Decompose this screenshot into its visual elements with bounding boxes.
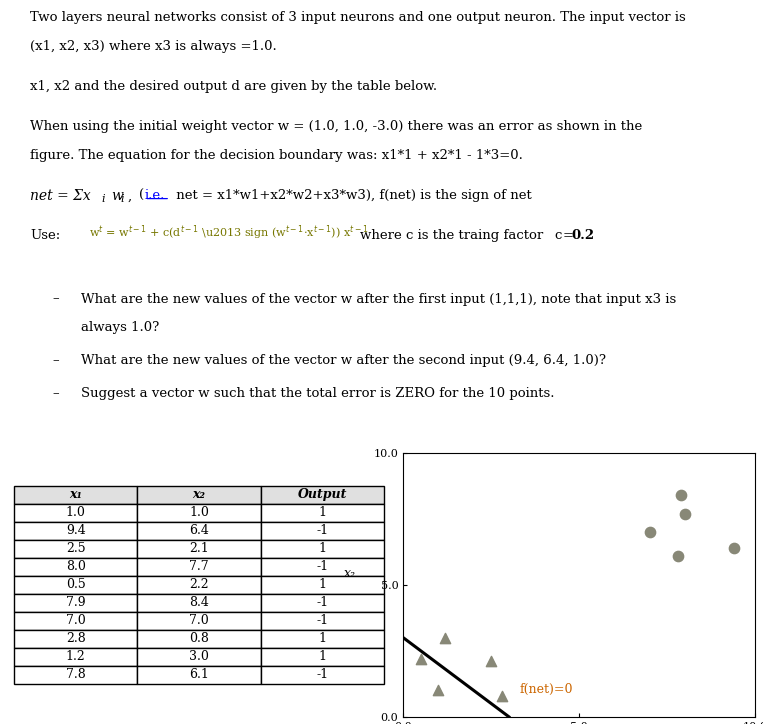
Point [671,550,684,562]
Text: x1, x2 and the desired output d are given by the table below.: x1, x2 and the desired output d are give… [31,80,437,93]
Text: c: c [554,230,562,243]
Text: Use:: Use: [31,230,60,243]
Text: When using the initial weight vector w = (1.0, 1.0, -3.0) there was an error as : When using the initial weight vector w =… [31,120,642,133]
Text: i.e.: i.e. [144,189,165,202]
Text: (: ( [139,189,143,202]
Point [679,508,691,520]
Text: net = x1*w1+x2*w2+x3*w3), f(net) is the sign of net: net = x1*w1+x2*w2+x3*w3), f(net) is the … [172,189,531,202]
Y-axis label: x₂: x₂ [344,567,356,580]
Text: What are the new values of the vector w after the second input (9.4, 6.4, 1.0)?: What are the new values of the vector w … [82,354,607,367]
Text: –: – [52,354,59,367]
Text: net = Σx: net = Σx [31,189,91,203]
Text: ,: , [127,189,132,202]
Point [496,690,508,702]
Point [728,542,740,554]
Text: i: i [121,193,124,203]
Point [439,632,452,644]
Point [485,656,497,668]
Text: –: – [52,292,59,306]
Text: –: – [52,387,59,400]
Point [433,685,445,696]
Text: 0.2: 0.2 [571,230,594,243]
Text: i: i [101,193,105,203]
Point [644,526,656,538]
Text: Suggest a vector w such that the total error is ZERO for the 10 points.: Suggest a vector w such that the total e… [82,387,555,400]
Text: (x1, x2, x3) where x3 is always =1.0.: (x1, x2, x3) where x3 is always =1.0. [31,40,277,53]
Text: Two layers neural networks consist of 3 input neurons and one output neuron. The: Two layers neural networks consist of 3 … [31,12,686,25]
Text: always 1.0?: always 1.0? [82,321,159,334]
Text: w$^t$ = w$^{t-1}$ + c(d$^{t-1}$ \u2013 sign (w$^{t-1}$$\cdot$x$^{t-1}$)) x$^{t-1: w$^t$ = w$^{t-1}$ + c(d$^{t-1}$ \u2013 s… [89,223,369,242]
Text: w: w [111,189,123,203]
Text: What are the new values of the vector w after the first input (1,1,1), note that: What are the new values of the vector w … [82,292,677,306]
Text: figure. The equation for the decision boundary was: x1*1 + x2*1 - 1*3=0.: figure. The equation for the decision bo… [31,149,523,162]
Text: where c is the traing factor: where c is the traing factor [360,230,547,243]
Text: f(net)=0: f(net)=0 [520,683,573,696]
Text: =: = [563,230,574,243]
Point [675,489,687,501]
Point [415,653,427,665]
